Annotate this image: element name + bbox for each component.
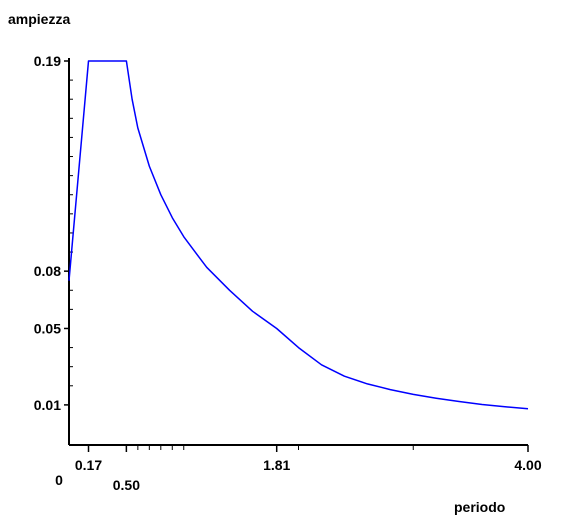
axis-tick-labels: 0.19 0.08 0.05 0.01 0 0.17 0.50 1.81 4.00 [34, 53, 542, 493]
y-axis-label: ampiezza [8, 11, 70, 27]
series-line [68, 60, 529, 410]
y-tick-label: 0.05 [34, 320, 61, 336]
axis-ticks [64, 60, 529, 452]
x-tick-label: 0.17 [75, 457, 102, 473]
y-tick-label: 0.19 [34, 53, 61, 69]
x-tick-label: 0 [55, 472, 63, 488]
y-tick-label: 0.01 [34, 397, 61, 413]
x-axis-label: periodo [454, 499, 505, 515]
y-tick-label: 0.08 [34, 263, 61, 279]
x-tick-label: 0.50 [113, 477, 140, 493]
x-tick-label: 1.81 [263, 457, 290, 473]
series-layer [68, 60, 529, 410]
x-tick-label: 4.00 [514, 457, 541, 473]
